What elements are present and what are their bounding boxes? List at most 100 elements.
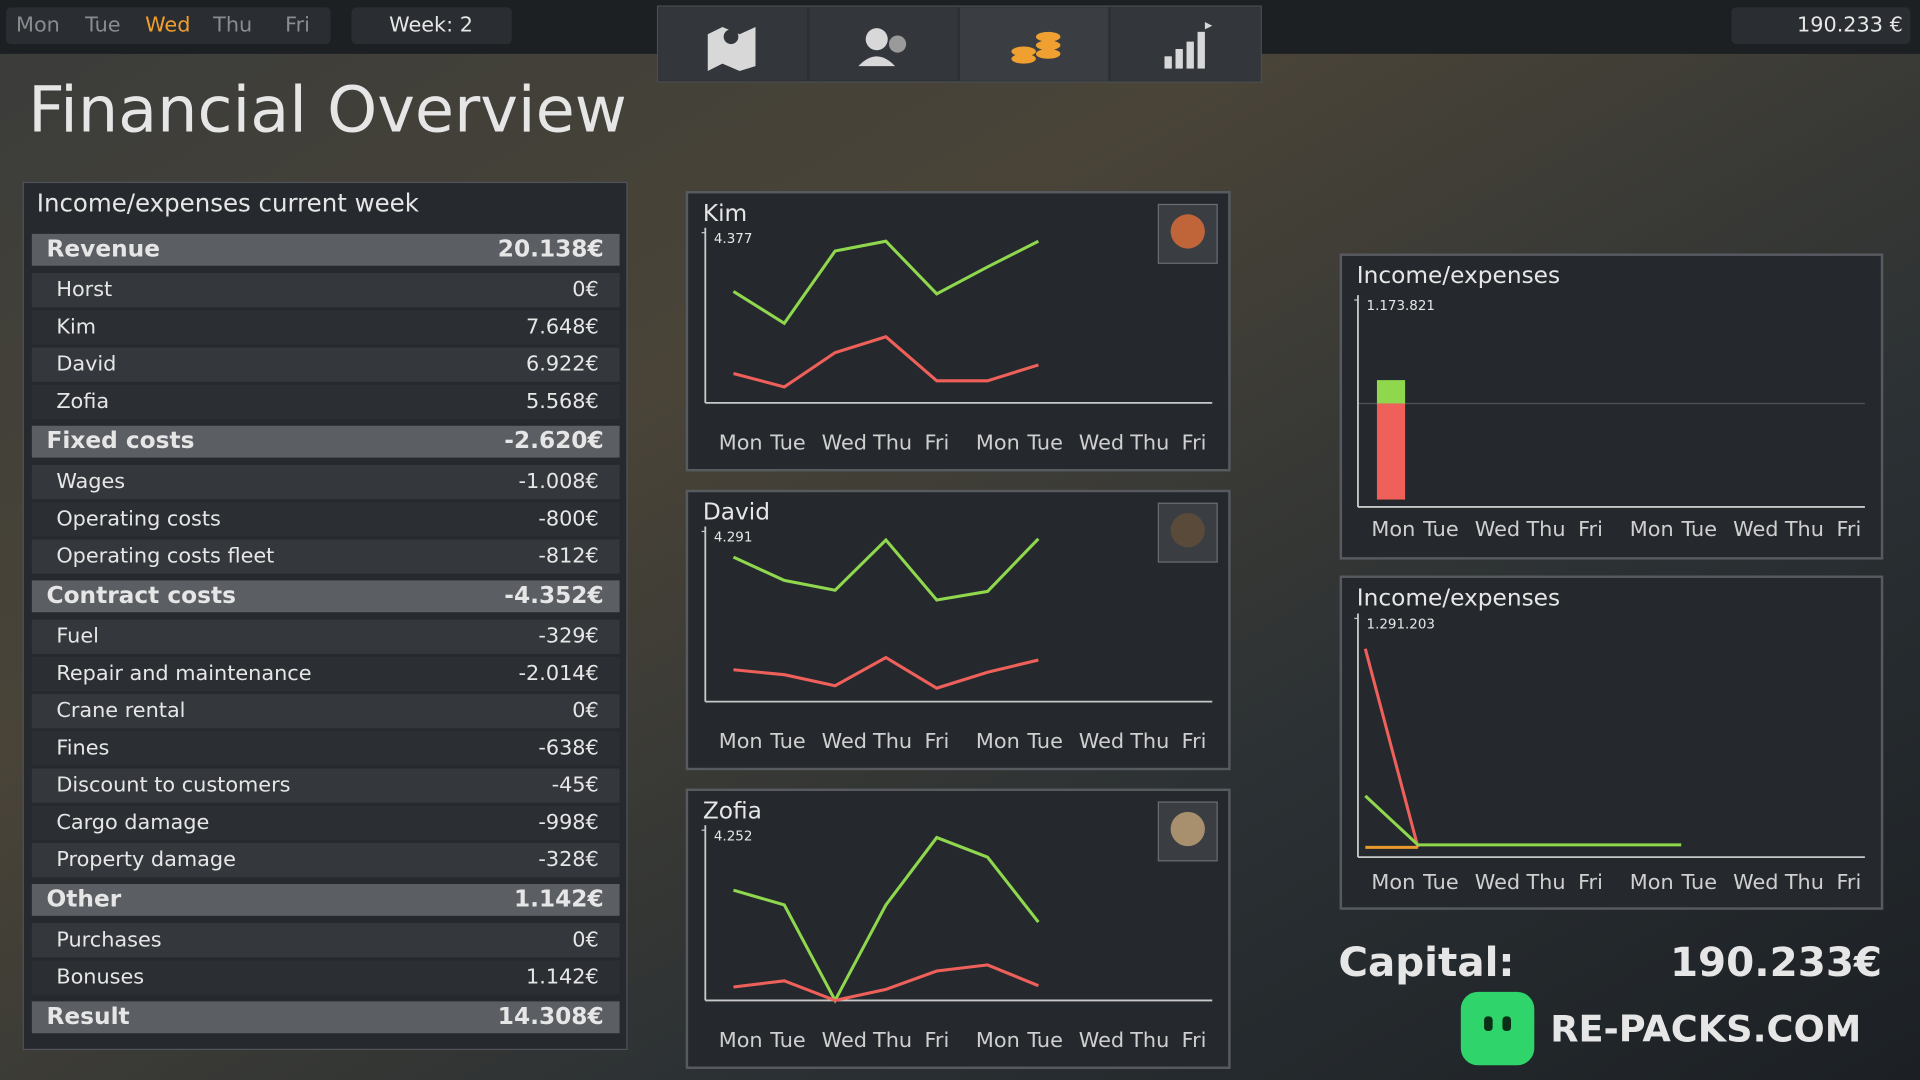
watermark-logo	[1460, 991, 1535, 1066]
table-row	[31, 539, 620, 574]
day-tab[interactable]: Wed	[145, 13, 190, 37]
chart-panel	[685, 489, 1231, 771]
row-label: Zofia	[56, 389, 109, 413]
x-tick-label: Fri	[1182, 729, 1207, 753]
table-row	[31, 656, 620, 692]
staff-icon	[865, 28, 888, 51]
chart-panel	[1339, 575, 1884, 910]
table-row	[31, 768, 620, 803]
section-value: -2.620€	[504, 427, 603, 454]
stats-icon	[1197, 31, 1205, 69]
x-tick-label: Thu	[1784, 517, 1824, 541]
section-row	[31, 883, 620, 916]
y-tick-label: 4.291	[714, 531, 753, 546]
x-tick-label: Tue	[769, 1028, 806, 1052]
section-value: -4.352€	[504, 582, 603, 609]
day-tab[interactable]: Mon	[16, 13, 60, 37]
row-value: 0€	[572, 927, 598, 951]
section-label: Contract costs	[47, 582, 236, 609]
table-row	[31, 347, 620, 382]
row-value: 6.922€	[526, 352, 599, 376]
row-value: -812€	[538, 544, 598, 568]
table-row	[31, 694, 620, 729]
coin	[1035, 40, 1061, 51]
x-tick-label: Mon	[1371, 870, 1415, 894]
row-label: Property damage	[56, 847, 236, 871]
x-tick-label: Fri	[1578, 517, 1603, 541]
x-tick-label: Thu	[1129, 430, 1169, 454]
table-row	[31, 923, 620, 958]
staff-icon-2	[888, 35, 907, 53]
row-label: Discount to customers	[56, 773, 290, 797]
row-label: Cargo damage	[56, 810, 209, 834]
chart-title: Income/expenses	[1357, 584, 1560, 611]
x-tick-label: Tue	[1422, 517, 1459, 541]
x-tick-label: Wed	[822, 430, 867, 454]
y-tick-label: 4.377	[714, 232, 753, 247]
x-tick-label: Mon	[976, 430, 1020, 454]
day-tab[interactable]: Tue	[84, 13, 121, 37]
table-row	[31, 619, 620, 654]
section-row	[31, 233, 620, 266]
row-label: Repair and maintenance	[56, 661, 311, 685]
row-value: -800€	[538, 506, 598, 530]
row-value: 0€	[572, 698, 598, 722]
section-value: 1.142€	[514, 885, 604, 912]
x-tick-label: Wed	[1079, 1028, 1124, 1052]
row-value: 7.648€	[526, 314, 599, 338]
table-row	[31, 273, 620, 308]
row-value: -45€	[552, 773, 599, 797]
section-row	[31, 1001, 620, 1034]
x-tick-label: Fri	[924, 430, 949, 454]
chart-panel	[685, 788, 1231, 1069]
x-tick-label: Mon	[719, 1028, 763, 1052]
stats-icon	[1186, 41, 1194, 69]
row-value: -329€	[538, 624, 598, 648]
row-label: Purchases	[56, 927, 161, 951]
chart-title: David	[703, 499, 770, 526]
line-series	[733, 963, 1039, 1003]
money-pill	[1731, 7, 1911, 45]
section-label: Fixed costs	[47, 427, 195, 454]
line-series	[1364, 794, 1682, 847]
x-tick-label: Fri	[1578, 870, 1603, 894]
map-pin	[723, 29, 739, 45]
row-value: -328€	[538, 847, 598, 871]
x-tick-label: Thu	[1784, 870, 1824, 894]
page-title: Financial Overview	[28, 73, 627, 147]
section-label: Other	[47, 885, 122, 912]
nav-finance[interactable]	[960, 7, 1109, 81]
watermark-eye	[1484, 1016, 1493, 1032]
x-tick-label: Tue	[1680, 517, 1717, 541]
row-label: Bonuses	[56, 965, 144, 989]
section-label: Revenue	[47, 235, 160, 262]
table-row	[31, 502, 620, 537]
y-tick-label: 1.291.203	[1367, 617, 1435, 632]
x-tick-label: Mon	[719, 430, 763, 454]
table-row	[31, 805, 620, 840]
watermark-eye	[1502, 1016, 1512, 1032]
x-tick-label: Wed	[1475, 870, 1520, 894]
line-series	[1363, 648, 1420, 848]
x-tick-label: Mon	[1630, 870, 1674, 894]
table: Revenue 20.138€ Horst 0€ Kim 7.648€ David 6.922…	[31, 233, 620, 1034]
day-tab[interactable]: Thu	[212, 13, 252, 37]
coin	[1035, 48, 1061, 59]
x-tick-label: Thu	[1129, 1028, 1169, 1052]
x-tick-label: Thu	[872, 729, 912, 753]
table-row	[31, 464, 620, 500]
nav-stats[interactable]	[1110, 7, 1260, 81]
section-value: 14.308€	[498, 1003, 604, 1030]
x-tick-label: Fri	[924, 1028, 949, 1052]
x-tick-label: Fri	[1836, 870, 1861, 894]
row-value: -2.014€	[518, 661, 598, 685]
capital-value: 190.233€	[1670, 938, 1882, 986]
stats-flag	[1204, 22, 1213, 30]
map-icon	[707, 26, 756, 72]
day-tab[interactable]: Fri	[285, 13, 310, 37]
x-tick-label: Fri	[924, 729, 949, 753]
x-tick-label: Fri	[1182, 1028, 1207, 1052]
